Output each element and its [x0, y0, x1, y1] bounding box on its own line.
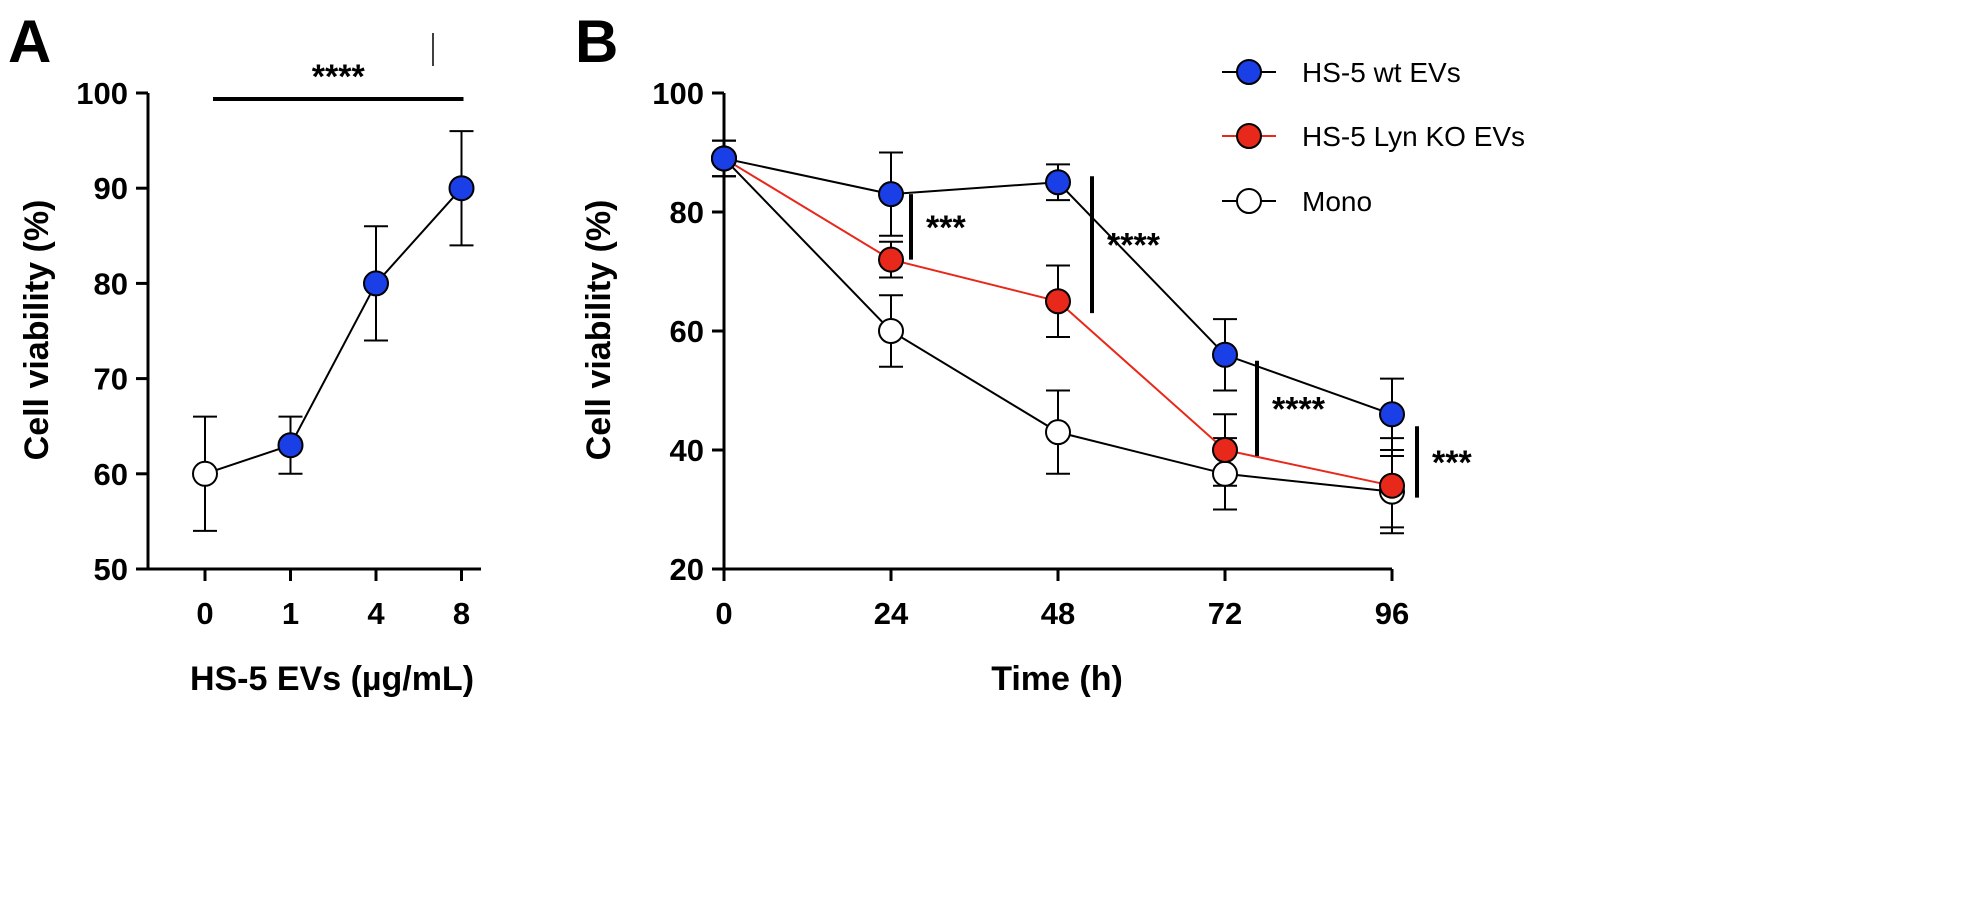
panel-b-data-point-series-0 [878, 181, 904, 208]
panel-b-significance-label: **** [1272, 390, 1326, 428]
panel-b-data-point-series-1 [1379, 472, 1405, 499]
panel-b-data-point-series-0 [1212, 341, 1238, 368]
panel-a-y-tick-label: 80 [94, 266, 128, 301]
panel-a-y-tick-label: 90 [94, 171, 128, 206]
panel-a-data-point [448, 175, 475, 202]
panel-b-data-point-series-1 [1045, 288, 1071, 315]
panel-b-data-point-series-0 [1379, 401, 1405, 428]
panel-a-y-tick-label: 60 [94, 457, 128, 492]
panel-b-significance-label: *** [1432, 444, 1472, 482]
panel-b-y-tick-label: 40 [670, 433, 704, 468]
panel-b-legend: HS-5 wt EVs HS-5 Lyn KO EVs Mono [1222, 57, 1525, 217]
panel-b-x-tick-label: 0 [715, 596, 732, 631]
panel-b-x-tick-label: 72 [1208, 596, 1242, 631]
panel-b-data-point-series-0 [711, 145, 737, 172]
panel-b-y-tick-label: 100 [652, 76, 704, 111]
panel-b-data-point-series-2 [878, 318, 904, 344]
panel-b-data-point-series-0 [1045, 169, 1071, 196]
panel-a-significance-label: **** [312, 58, 366, 96]
legend-marker-0 [1236, 59, 1262, 85]
panel-b-y-tick-label: 20 [670, 552, 704, 587]
panel-b-data-point-series-2 [1212, 460, 1238, 487]
panel-b-data-point-series-1 [1212, 437, 1238, 463]
panel-b-x-tick-label: 96 [1375, 596, 1409, 631]
panel-a-x-tick-label: 4 [367, 596, 385, 631]
legend-label-2: Mono [1302, 186, 1372, 217]
panel-b-x-tick-label: 24 [874, 596, 909, 631]
panel-a-x-tick-label: 1 [282, 596, 299, 631]
panel-a-letter: A [8, 8, 51, 75]
panel-b-y-axis-title: Cell viability (%) [580, 200, 618, 461]
panel-a-y-tick-label: 100 [76, 76, 128, 111]
panel-a-x-tick-label: 0 [196, 596, 213, 631]
panel-a-data-point [363, 270, 389, 297]
panel-a-data-point [192, 460, 218, 487]
panel-a-x-tick-label: 8 [453, 596, 470, 631]
panel-a-y-tick-label: 50 [94, 552, 128, 587]
panel-b-y-tick-label: 80 [670, 195, 704, 230]
legend-label-1: HS-5 Lyn KO EVs [1302, 121, 1525, 152]
legend-marker-1 [1236, 123, 1262, 149]
legend-label-0: HS-5 wt EVs [1302, 57, 1461, 88]
panel-b-significance-label: **** [1107, 227, 1161, 265]
panel-a-y-axis-title: Cell viability (%) [18, 200, 56, 461]
panel-b-data-point-series-1 [878, 246, 904, 273]
panel-b-data-point-series-2 [1045, 419, 1071, 446]
panel-a-y-tick-label: 70 [94, 362, 128, 397]
panel-b-significance-label: *** [926, 209, 966, 247]
panel-b-x-tick-label: 48 [1041, 596, 1075, 631]
panel-a: A 50 60 70 80 90 100 0 1 4 8 **** Cell viability (… [8, 8, 481, 698]
panel-b-letter: B [575, 8, 618, 75]
panel-a-x-axis-title: HS-5 EVs (µg/mL) [190, 660, 474, 698]
legend-marker-2 [1236, 188, 1262, 214]
panel-a-series-line [204, 187, 463, 475]
panel-b-y-tick-label: 60 [670, 314, 704, 349]
panel-b-x-axis-title: Time (h) [991, 660, 1123, 698]
panel-a-data-point [277, 432, 304, 459]
panel-a-plot: 50 60 70 80 90 100 0 1 4 8 **** [76, 33, 481, 631]
